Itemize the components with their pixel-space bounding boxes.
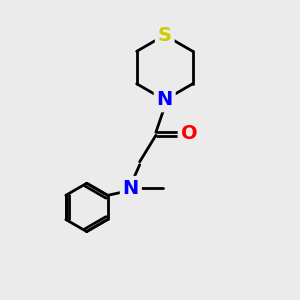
Text: O: O bbox=[181, 124, 197, 143]
Text: N: N bbox=[123, 179, 139, 198]
Text: N: N bbox=[157, 90, 173, 110]
Text: S: S bbox=[158, 26, 172, 45]
